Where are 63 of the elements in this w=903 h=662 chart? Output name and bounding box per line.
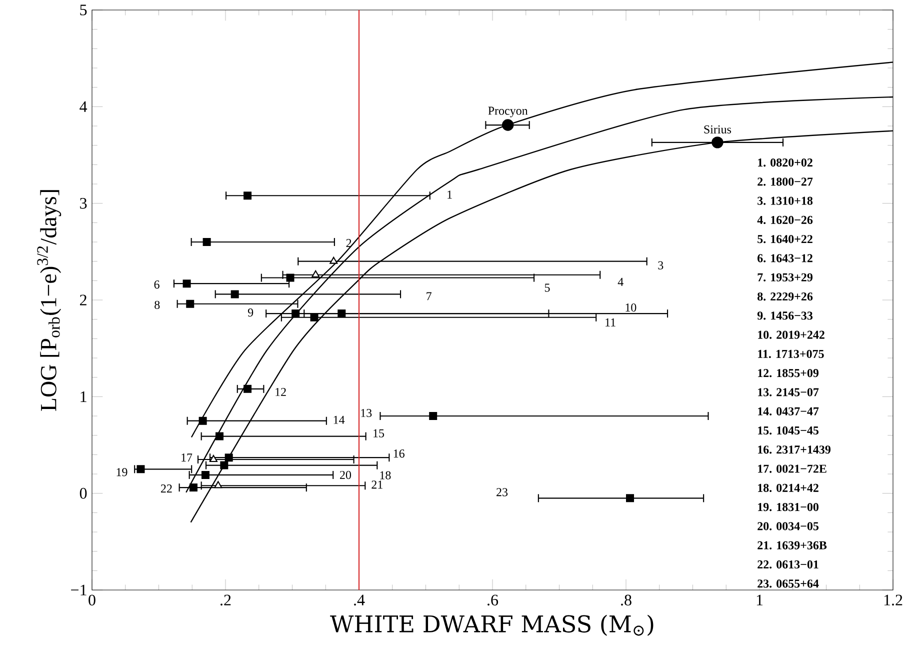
annotation: 20 [340,470,352,480]
annotation: 19. 1831−00 [758,502,818,512]
y-tick-label: 2 [80,294,86,306]
annotation: 13. 2145−07 [758,388,819,396]
annotation: 7. 1953+29 [758,273,812,282]
annotation: 11. 1713+075 [758,350,824,358]
y-tick-label: 1 [80,391,86,402]
annotation: 23 [496,488,508,496]
annotation: 1. 0820+02 [758,158,812,167]
annotation: 14 [334,416,345,424]
annotation: 5. 1640+22 [758,235,812,244]
annotation: 21 [372,480,382,489]
annotation: 17. 0021−72E [758,464,826,473]
annotation: 16 [394,450,404,458]
annotation: 16. 2317+1439 [758,446,830,454]
annotation: 8. 2229+26 [758,292,813,301]
annotation: 20. 0034−05 [758,522,818,530]
x-tick-label: 0 [88,594,96,606]
x-tick-label: 1 [756,594,763,606]
x-tick-label: .2 [220,594,231,606]
annotation: 6 [154,280,160,289]
annotation: Procyon [488,106,528,118]
annotation: 14. 0437−47 [758,407,819,416]
annotation: 23. 0655+64 [758,580,819,588]
annotation: 8 [154,300,160,309]
annotation: 3. 1310+18 [758,196,813,205]
annotation: 12 [276,388,286,396]
annotation: 7 [426,292,432,300]
annotation: 5 [544,284,550,292]
x-axis-title: WHITE DWARF MASS (M$_{⊙}$) [330,614,654,636]
y-tick-label: −1 [71,584,86,596]
annotation: 10. 2019+242 [758,330,824,339]
annotation: 18 [380,471,391,480]
annotation: 11 [606,318,616,326]
annotation: 6. 1643−12 [758,254,812,262]
annotation: 12. 1855+09 [758,369,818,378]
annotation: 21. 1639+36B [758,541,827,550]
annotation: 2. 1800−27 [758,178,813,186]
annotation: 22. 0613−01 [758,560,818,569]
annotation: 4. 1620−26 [757,216,813,224]
x-tick-label: .6 [488,594,498,606]
x-tick-label: .8 [621,594,632,606]
y-tick-label: 5 [80,4,87,16]
x-tick-label: .4 [354,594,365,606]
annotation: 10 [626,303,636,312]
x-tick-label: 1.2 [884,594,902,606]
annotation: 9 [248,308,254,317]
annotation: 19 [116,468,128,476]
y-tick-label: 0 [80,488,87,499]
annotation: 17 [182,454,192,462]
annotation: 15 [374,429,384,438]
annotation: 9. 1456−33 [757,312,813,320]
y-tick-label: 4 [80,101,88,112]
annotation: 22 [160,484,172,493]
y-axis-title: LOG [P$_{orb}$(1−e)$^{3/2}$/days] [37,190,62,411]
annotation: 4 [618,278,624,286]
annotation: 1 [448,190,452,199]
annotation: Sirius [704,125,732,134]
annotation: 15. 1045−45 [758,426,818,435]
annotation: 13 [361,408,372,418]
y-tick-label: 3 [80,198,87,209]
annotation: 18. 0214+42 [758,484,818,492]
annotation: 3 [658,261,664,270]
